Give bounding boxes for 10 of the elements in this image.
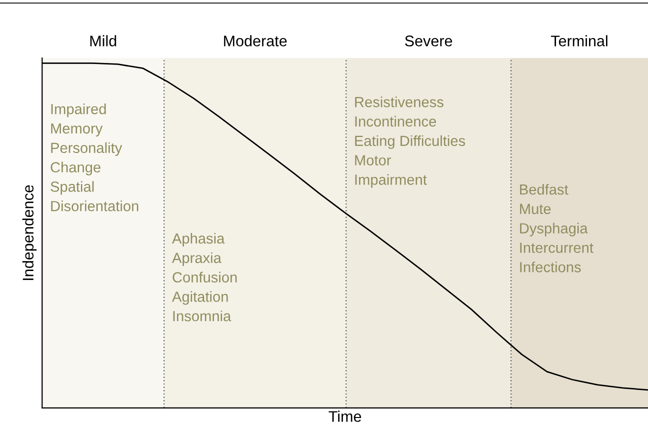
text: Moderate: [224, 35, 287, 46]
text: Severe: [405, 36, 452, 46]
text: Terminal: [550, 35, 608, 46]
annotation: Bedfast Mute Dysphagia Intercurrent Infections: [520, 184, 594, 272]
annotation: Impaired Memory Personality Change Spatial Disorientation: [50, 104, 138, 212]
x-axis-title: Time: [328, 410, 362, 422]
annotation: Aphasia Apraxia Confusion Agitation Insomnia: [172, 232, 237, 322]
y-axis-title: Independence: [22, 185, 37, 280]
annotation: Resistiveness Incontinence Eating Difficulties Motor Impairment: [355, 96, 466, 188]
text: Mild: [90, 35, 116, 46]
